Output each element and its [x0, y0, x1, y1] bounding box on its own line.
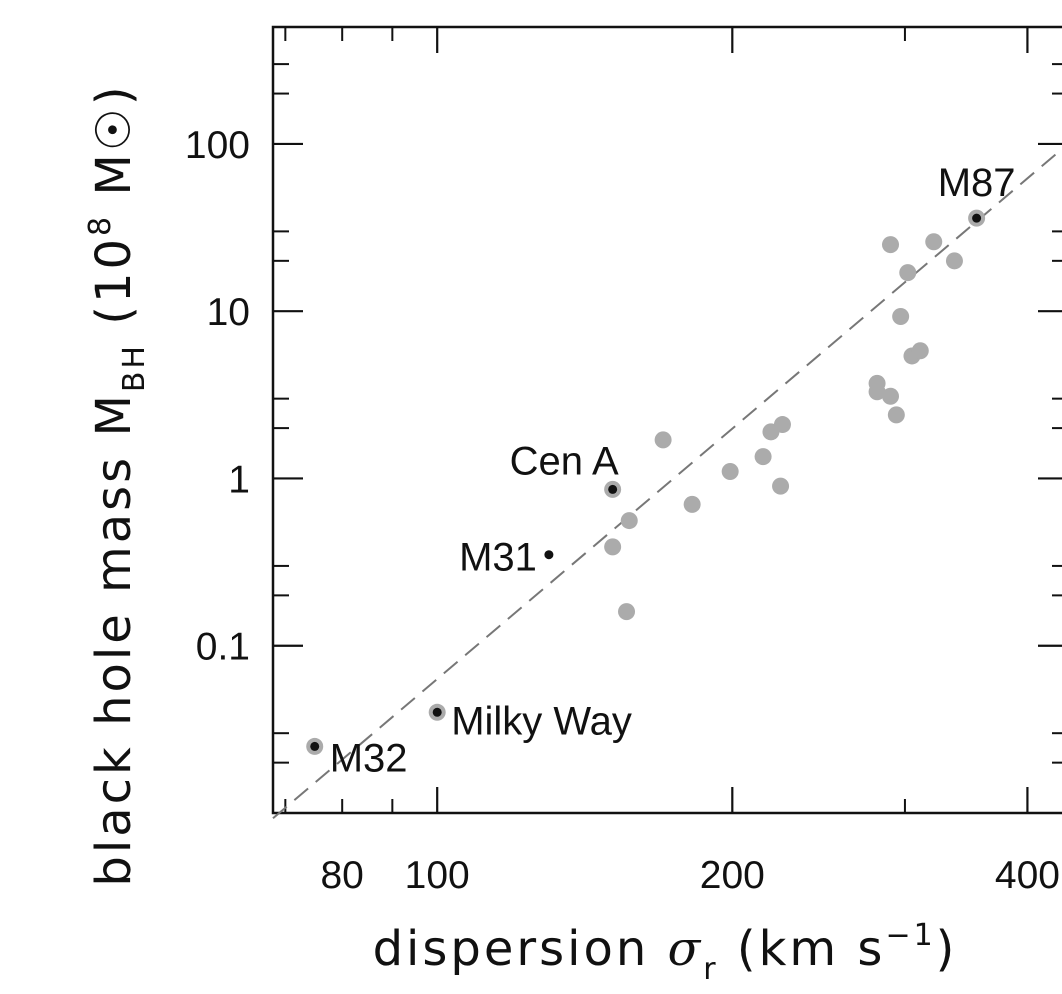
- gray-point: [882, 236, 900, 254]
- tick-labels: 80 100 200 400 0.1 1 10 100: [185, 124, 1060, 897]
- gray-point: [721, 463, 739, 481]
- labeled-point-core: [972, 213, 982, 223]
- gray-point: [754, 448, 772, 466]
- x-tick-label: 80: [320, 854, 363, 897]
- x-tick-label: 400: [995, 854, 1060, 897]
- labeled-point: [604, 480, 622, 498]
- svg-text:black hole mass MBH (108 M☉): black hole mass MBH (108 M☉): [83, 83, 152, 886]
- gray-point: [618, 603, 636, 621]
- gray-point: [911, 342, 929, 360]
- gray-point: [772, 477, 790, 495]
- gray-point: [620, 512, 638, 530]
- annotation-label: M32: [330, 736, 408, 780]
- gray-point: [604, 538, 622, 556]
- y-tick-label: 1: [228, 458, 250, 501]
- gray-point: [892, 307, 910, 325]
- y-tick-label: 10: [207, 291, 250, 334]
- fit-line: [272, 147, 1062, 820]
- black-point: [544, 550, 554, 560]
- x-tick-label: 100: [405, 854, 470, 897]
- annotation-label: M31: [459, 536, 537, 580]
- gray-point: [899, 264, 917, 282]
- y-axis-label: black hole mass MBH (108 M☉): [83, 83, 152, 886]
- annotation-label: M87: [938, 161, 1016, 205]
- x-axis-sigma: σ: [668, 921, 704, 977]
- labeled-point: [968, 209, 986, 227]
- gray-point: [925, 233, 943, 251]
- gray-point: [887, 406, 905, 424]
- gray-point: [654, 431, 672, 449]
- sun-symbol: ☉: [86, 105, 142, 151]
- labeled-point: [428, 703, 446, 721]
- labeled-point-core: [608, 484, 618, 494]
- gray-point: [773, 416, 791, 434]
- axis-ticks: [273, 27, 1062, 813]
- labeled-point: [306, 737, 324, 755]
- gray-point: [882, 387, 900, 405]
- y-tick-label: 0.1: [196, 626, 250, 669]
- labeled-point-core: [310, 741, 320, 751]
- labeled-point-core: [432, 707, 442, 717]
- plot-frame: [271, 25, 1062, 815]
- y-tick-label: 100: [185, 124, 250, 167]
- x-tick-label: 200: [700, 854, 765, 897]
- annotation-label: Milky Way: [451, 699, 632, 743]
- fit-line-group: [272, 147, 1062, 820]
- gray-point: [945, 252, 963, 270]
- annotation-label: Cen A: [510, 439, 619, 483]
- x-axis-label: dispersion σr (km s−1): [373, 918, 958, 987]
- gray-point: [683, 495, 701, 513]
- gray-point: [868, 383, 886, 401]
- data-points: [306, 209, 986, 755]
- annotations: M87 Cen A M31 Milky Way M32: [330, 161, 1016, 780]
